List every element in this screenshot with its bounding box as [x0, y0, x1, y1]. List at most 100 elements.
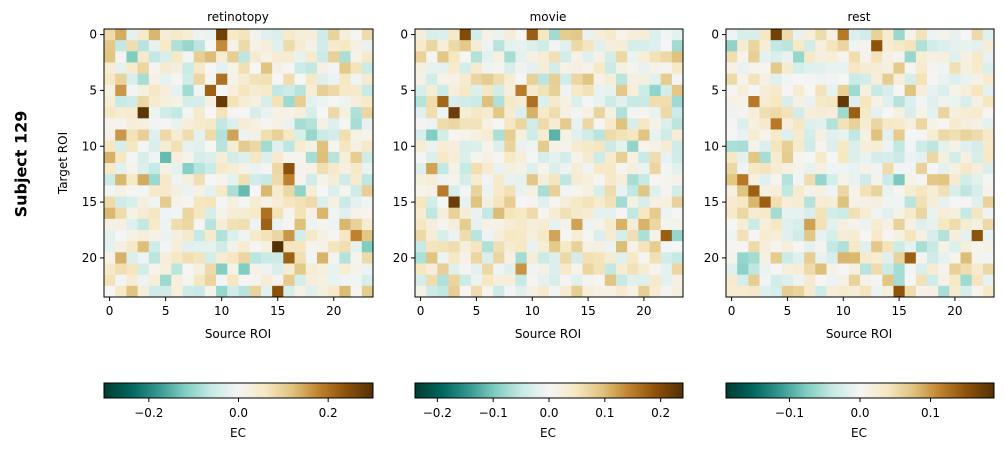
colorbar-label: EC [540, 426, 556, 440]
heatmap-cell [770, 129, 783, 142]
heatmap-cell [328, 62, 340, 75]
heatmap-cell [638, 285, 650, 298]
heatmap-cell [515, 51, 528, 63]
heatmap-cell [238, 285, 251, 298]
heatmap-cell [616, 207, 628, 220]
heatmap-cell [316, 241, 329, 253]
heatmap-cell [470, 163, 483, 175]
heatmap-cell [748, 230, 760, 242]
heatmap-cell [582, 185, 595, 197]
heatmap-cell [671, 274, 684, 287]
heatmap-cell [638, 84, 650, 97]
heatmap-cell [627, 274, 639, 287]
heatmap-cell [770, 140, 783, 153]
heatmap-cell [482, 263, 494, 276]
heatmap-cell [638, 73, 650, 86]
heatmap-cell [115, 218, 127, 231]
heatmap-cell [316, 218, 329, 231]
heatmap-cell [437, 218, 449, 231]
heatmap-cell [294, 29, 307, 41]
heatmap-cell [448, 230, 461, 242]
heatmap-cell [770, 185, 783, 197]
heatmap-cell [249, 196, 262, 209]
heatmap-cell [882, 241, 894, 253]
heatmap-cell [815, 62, 827, 75]
heatmap-cell [515, 252, 528, 264]
heatmap-cell [361, 151, 374, 164]
heatmap-cell [860, 163, 872, 175]
heatmap-cell [904, 51, 917, 63]
heatmap-cell [350, 185, 363, 197]
heatmap-cell [426, 107, 438, 119]
heatmap-cell [470, 107, 483, 119]
heatmap-cell [815, 241, 827, 253]
heatmap-cell [182, 285, 195, 298]
heatmap-cell [126, 230, 138, 242]
heatmap-cell [726, 252, 738, 264]
colorbar-tick-label: −0.2 [423, 406, 452, 420]
heatmap-cell [459, 107, 472, 119]
heatmap-cell [759, 73, 772, 86]
heatmap-cell [604, 218, 617, 231]
heatmap-cell [204, 285, 217, 298]
heatmap-cell [493, 230, 505, 242]
heatmap-cell [726, 140, 738, 153]
heatmap-cell [493, 241, 505, 253]
heatmap-cell [616, 230, 628, 242]
heatmap-cell [361, 263, 374, 276]
heatmap-cell [316, 185, 329, 197]
heatmap-cell [638, 207, 650, 220]
heatmap-cell [204, 151, 217, 164]
heatmap-cell [294, 252, 307, 264]
heatmap-cell [137, 84, 150, 97]
subject-label: Subject 129 [12, 111, 31, 218]
heatmap-cell [848, 29, 861, 41]
heatmap-cell [115, 62, 127, 75]
heatmap-cell [971, 151, 984, 164]
heatmap-cell [638, 174, 650, 186]
heatmap-cell [459, 84, 472, 97]
heatmap-cell [160, 96, 172, 108]
heatmap-cell [793, 185, 805, 197]
heatmap-cell [793, 118, 805, 130]
heatmap-cell [470, 274, 483, 287]
heatmap-cell [260, 51, 273, 63]
heatmap-cell [137, 274, 150, 287]
heatmap-cell [593, 51, 606, 63]
heatmap-cell [227, 241, 239, 253]
heatmap-cell [860, 96, 872, 108]
heatmap-cell [582, 218, 595, 231]
heatmap-cell [415, 252, 427, 264]
x-tick-label: 5 [473, 304, 481, 318]
heatmap-cell [426, 29, 438, 41]
heatmap-cell [871, 218, 883, 231]
heatmap-cell [593, 107, 606, 119]
heatmap-cell [593, 129, 606, 142]
heatmap-cell [339, 129, 351, 142]
heatmap-cell [459, 40, 472, 52]
heatmap-cell [927, 96, 939, 108]
heatmap-cell [238, 51, 251, 63]
heatmap-cell [415, 241, 427, 253]
heatmap-cell [960, 140, 973, 153]
heatmap-cell [893, 174, 906, 186]
heatmap-cell [960, 263, 973, 276]
heatmap-cell [193, 62, 206, 75]
heatmap-cell [526, 129, 539, 142]
heatmap-cell [448, 196, 461, 209]
heatmap-cell [526, 73, 539, 86]
heatmap-cell [260, 218, 273, 231]
heatmap-cell [160, 163, 172, 175]
heatmap-cell [804, 51, 816, 63]
heatmap-cell [328, 274, 340, 287]
heatmap-cell [671, 73, 684, 86]
heatmap-cell [982, 174, 995, 186]
heatmap-cell [328, 196, 340, 209]
heatmap-cell [437, 129, 449, 142]
heatmap-cell [915, 185, 928, 197]
heatmap-cell [316, 73, 329, 86]
heatmap-cell [272, 252, 284, 264]
heatmap-cell [361, 252, 374, 264]
heatmap-cell [837, 230, 850, 242]
